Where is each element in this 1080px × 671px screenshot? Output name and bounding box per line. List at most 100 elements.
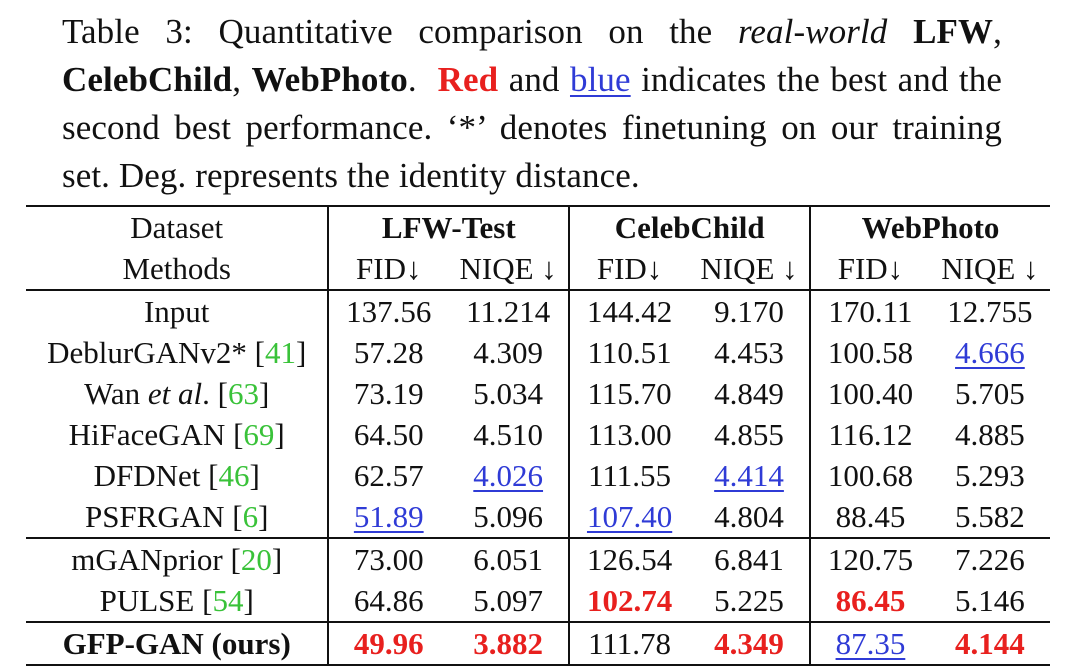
value-cell: 115.70 xyxy=(568,373,689,414)
caption-comma: , xyxy=(993,12,1002,51)
table-row: HiFaceGAN [69] 64.50 4.510 113.00 4.855 … xyxy=(26,414,1050,455)
value-cell: 170.11 xyxy=(809,289,930,332)
header-row-metrics: Methods FID↓ NIQE ↓ FID↓ NIQE ↓ FID↓ NIQ… xyxy=(26,248,1050,290)
bracket: ] xyxy=(249,458,260,493)
value-cell: 5.034 xyxy=(473,376,544,411)
value-cell: 6.051 xyxy=(448,537,570,580)
best-value: 3.882 xyxy=(473,626,544,661)
dataset-lfw-test: LFW-Test xyxy=(327,205,570,248)
method-label: DeblurGANv2* [ xyxy=(47,335,265,370)
bracket: ] xyxy=(243,583,254,618)
table-row: Wan et al. [63] 73.19 5.034 115.70 4.849… xyxy=(26,373,1050,414)
second-best-value: 4.666 xyxy=(955,335,1025,370)
value-cell: 4.309 xyxy=(473,335,544,370)
table-row-ours: GFP-GAN (ours) 49.96 3.882 111.78 4.349 … xyxy=(26,621,1050,666)
header-dataset: Dataset xyxy=(26,205,329,248)
caption-text-2: indicates the best and the second best p… xyxy=(62,60,1002,195)
results-table: Dataset LFW-Test CelebChild WebPhoto Met… xyxy=(26,205,1050,666)
second-best-value: 107.40 xyxy=(586,499,673,534)
bracket: ] xyxy=(271,542,283,577)
method-name: GFP-GAN (ours) xyxy=(26,621,329,666)
metric-header: FID↓ xyxy=(809,248,930,290)
header-row-datasets: Dataset LFW-Test CelebChild WebPhoto xyxy=(26,205,1050,248)
citation-link[interactable]: 54 xyxy=(212,583,244,618)
method-label: mGANprior [ xyxy=(71,542,241,577)
citation-link[interactable]: 69 xyxy=(243,417,275,452)
value-cell: 4.885 xyxy=(955,417,1025,452)
value-cell-second: 51.89 xyxy=(327,496,449,538)
metric-header: NIQE ↓ xyxy=(941,251,1039,286)
value-cell: 5.582 xyxy=(955,499,1025,534)
citation-link[interactable]: 46 xyxy=(218,458,250,493)
caption-italic: real-world xyxy=(737,12,888,51)
method-name: PSFRGAN [6] xyxy=(26,496,328,538)
value-cell: 64.50 xyxy=(327,414,449,455)
bracket: ] xyxy=(258,376,270,411)
value-cell: 12.755 xyxy=(929,289,1050,332)
table-row: Input 137.56 11.214 144.42 9.170 170.11 … xyxy=(26,289,1050,332)
best-value: 49.96 xyxy=(353,626,424,661)
citation-link[interactable]: 41 xyxy=(264,335,296,370)
value-cell-best: 86.45 xyxy=(809,580,930,622)
value-cell: 4.510 xyxy=(473,417,544,452)
metric-header: NIQE ↓ xyxy=(459,251,557,286)
caption-period: . xyxy=(407,60,417,99)
value-cell-best: 3.882 xyxy=(448,621,570,666)
value-cell: 4.855 xyxy=(714,417,784,452)
value-cell: 6.841 xyxy=(688,537,811,580)
value-cell-best: 49.96 xyxy=(327,621,449,666)
caption-dataset-webphoto: WebPhoto xyxy=(251,60,408,99)
value-cell-best: 4.144 xyxy=(929,621,1050,666)
value-cell-second: 107.40 xyxy=(568,496,689,538)
bracket: ] xyxy=(258,499,269,534)
best-value: 4.144 xyxy=(955,626,1025,661)
caption-blue-word: blue xyxy=(569,60,631,99)
caption-text-1: Quantitative comparison on the xyxy=(218,12,713,51)
method-label: DFDNet [ xyxy=(93,458,219,493)
value-cell-best: 4.349 xyxy=(688,621,811,666)
citation-link[interactable]: 6 xyxy=(242,499,259,534)
value-cell: 62.57 xyxy=(327,455,449,496)
metric-header: FID↓ xyxy=(568,248,689,290)
value-cell-second: 87.35 xyxy=(809,621,930,666)
table-row: PULSE [54] 64.86 5.097 102.74 5.225 86.4… xyxy=(26,580,1050,622)
method-name: PULSE [54] xyxy=(26,580,328,622)
method-label-italic: et al xyxy=(147,376,203,411)
second-best-value: 4.026 xyxy=(473,458,544,493)
value-cell: 5.225 xyxy=(714,583,784,618)
table-caption: Table 3: Quantitative comparison on the … xyxy=(62,8,1002,200)
caption-red-word: Red xyxy=(437,60,499,99)
caption-dataset-celebchild: CelebChild xyxy=(62,60,233,99)
value-cell: 100.68 xyxy=(809,455,930,496)
value-cell: 5.146 xyxy=(955,583,1025,618)
value-cell: 5.097 xyxy=(473,583,544,618)
best-value: 4.349 xyxy=(714,626,784,661)
citation-link[interactable]: 63 xyxy=(227,376,259,411)
caption-and-word: and xyxy=(508,60,560,99)
citation-link[interactable]: 20 xyxy=(240,542,272,577)
table-row: PSFRGAN [6] 51.89 5.096 107.40 4.804 88.… xyxy=(26,496,1050,538)
method-name: Input xyxy=(26,289,329,332)
value-cell-second: 4.414 xyxy=(689,455,810,496)
value-cell: 73.19 xyxy=(327,373,449,414)
value-cell: 64.86 xyxy=(327,580,449,622)
second-best-value: 87.35 xyxy=(835,626,906,661)
second-best-value: 4.414 xyxy=(714,458,784,493)
dataset-celebchild: CelebChild xyxy=(568,205,811,248)
value-cell: 144.42 xyxy=(568,289,689,332)
value-cell: 111.78 xyxy=(568,621,689,666)
best-value: 86.45 xyxy=(835,583,906,618)
table-row: DeblurGANv2* [41] 57.28 4.309 110.51 4.4… xyxy=(26,332,1050,373)
method-name: HiFaceGAN [69] xyxy=(26,414,328,455)
method-name: DFDNet [46] xyxy=(26,455,328,496)
header-methods: Methods xyxy=(122,251,231,286)
caption-label: Table 3: xyxy=(62,12,193,51)
value-cell: 5.705 xyxy=(955,376,1025,411)
table-row: mGANprior [20] 73.00 6.051 126.54 6.841 … xyxy=(26,537,1050,580)
value-cell: 4.804 xyxy=(714,499,784,534)
value-cell: 73.00 xyxy=(327,537,449,580)
value-cell: 7.226 xyxy=(929,537,1050,580)
value-cell: 57.28 xyxy=(327,332,449,373)
method-label: PULSE [ xyxy=(99,583,213,618)
value-cell-second: 4.666 xyxy=(930,332,1050,373)
